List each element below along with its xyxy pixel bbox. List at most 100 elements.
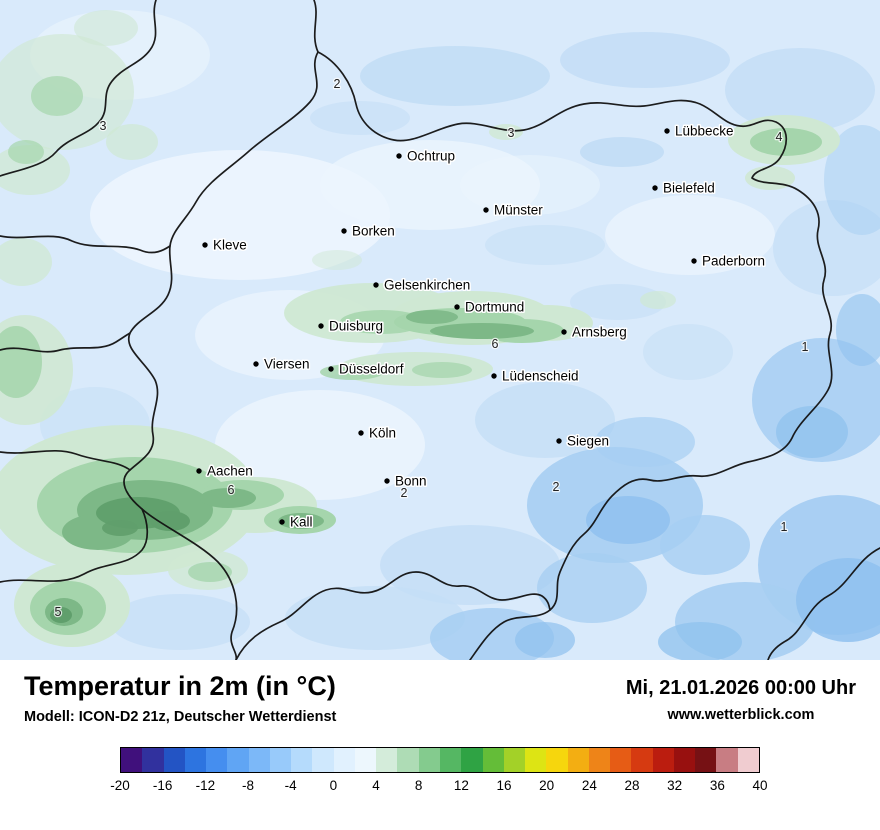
city-marker: Aachen	[196, 462, 254, 480]
legend-tick-label: 16	[496, 777, 512, 793]
city-marker: Gelsenkirchen	[373, 276, 472, 294]
city-label: Bonn	[395, 474, 427, 489]
legend-tick-label: 8	[414, 777, 423, 793]
legend-tick-label: 36	[709, 777, 725, 793]
legend-tick-label: -12	[195, 777, 216, 793]
city-label: Viersen	[264, 357, 310, 372]
city-and-value-layer: Ochtrup Lübbecke Bielefeld Münster Borken Kle…	[53, 76, 810, 621]
legend-color-swatch	[673, 747, 696, 772]
legend-color-swatch	[567, 747, 589, 772]
legend-color-swatch	[248, 747, 270, 772]
forecast-datetime: Mi, 21.01.2026 00:00 Uhr	[625, 677, 856, 699]
legend-color-swatch	[418, 747, 440, 772]
city-marker: Lüdenscheid	[491, 367, 580, 385]
city-dot	[664, 128, 670, 134]
legend-color-swatch	[588, 747, 611, 772]
city-dot	[253, 361, 259, 367]
temperature-value-label: 3	[508, 126, 515, 140]
legend-color-swatch	[439, 747, 462, 772]
city-marker: Münster	[483, 201, 545, 219]
legend-color-swatch	[291, 747, 313, 772]
legend-color-swatch	[227, 747, 249, 772]
map-darkest-green-areas	[50, 497, 190, 623]
temperature-value-label: 5	[55, 605, 62, 619]
city-marker: Kall	[279, 513, 314, 531]
legend-color-swatch	[206, 747, 228, 772]
city-label: Aachen	[207, 464, 253, 479]
legend-color-swatch	[525, 747, 547, 772]
temperature-value-label: 2	[334, 77, 341, 91]
city-marker: Dortmund	[454, 298, 526, 316]
temperature-value-label: 6	[228, 483, 235, 497]
border-line-southwest	[0, 508, 149, 583]
legend-color-swatch	[546, 747, 568, 772]
website-url: www.wetterblick.com	[667, 707, 815, 723]
border-line-south	[235, 571, 551, 660]
city-label: Duisburg	[329, 319, 383, 334]
legend-color-swatch	[184, 747, 207, 772]
legend-color-swatch	[737, 747, 759, 772]
legend-tick-label: 40	[752, 777, 768, 793]
map-canvas: Ochtrup Lübbecke Bielefeld Münster Borken Kle…	[0, 0, 880, 660]
legend-tick-label: -4	[284, 777, 297, 793]
city-dot	[561, 329, 567, 335]
temperature-value-label: 1	[781, 520, 788, 534]
city-label: Düsseldorf	[339, 362, 404, 377]
city-label: Köln	[369, 426, 396, 441]
legend-color-swatch	[482, 747, 504, 772]
legend-color-swatch	[716, 747, 738, 772]
city-dot	[358, 430, 364, 436]
map-mid-blue-areas	[40, 32, 880, 650]
city-marker: Düsseldorf	[328, 360, 405, 378]
temperature-value-label: 2	[553, 480, 560, 494]
city-marker: Paderborn	[691, 252, 767, 270]
city-dot	[196, 468, 202, 474]
city-marker: Viersen	[253, 355, 311, 373]
legend-color-swatch	[312, 747, 334, 772]
city-label: Arnsberg	[572, 325, 627, 340]
city-marker: Arnsberg	[561, 323, 628, 341]
city-dot	[318, 323, 324, 329]
legend-tick-label: 24	[581, 777, 597, 793]
city-dot	[373, 282, 379, 288]
legend-color-swatch	[269, 747, 292, 772]
city-marker: Köln	[358, 424, 398, 442]
legend-color-swatch	[354, 747, 377, 772]
legend-color-swatch	[461, 747, 483, 772]
date-block: Mi, 21.01.2026 00:00 Uhr www.wetterblick…	[626, 672, 856, 723]
city-dot	[202, 242, 208, 248]
legend-tick-label: 0	[329, 777, 338, 793]
legend-tick-label: 20	[539, 777, 555, 793]
border-line-left-middle	[0, 332, 131, 353]
city-dot	[691, 258, 697, 264]
border-line-left-upper	[0, 235, 171, 254]
city-marker: Ochtrup	[396, 147, 457, 165]
legend-color-swatch	[163, 747, 185, 772]
temperature-value-label: 2	[401, 486, 408, 500]
border-line-northwest	[0, 0, 157, 177]
city-label: Ochtrup	[407, 149, 455, 164]
city-label: Siegen	[567, 434, 609, 449]
legend-color-swatch	[610, 747, 632, 772]
border-line-left-lower	[0, 449, 131, 471]
legend-tick-label: 32	[667, 777, 683, 793]
city-label: Gelsenkirchen	[384, 278, 470, 293]
city-dot	[491, 373, 497, 379]
temperature-legend: -20 -16 -12 -8 -4 0 4 8 12 16 20 24 28 32 36 40	[110, 746, 768, 798]
legend-color-swatch	[503, 747, 526, 772]
footer-text-row: Temperatur in 2m (in °C) Modell: ICON-D2…	[24, 671, 856, 724]
legend-color-swatch	[333, 747, 355, 772]
city-dot	[328, 366, 334, 372]
city-dot	[341, 228, 347, 234]
city-label: Paderborn	[702, 254, 765, 269]
city-marker: Borken	[341, 222, 396, 240]
legend-tick-label: 4	[372, 777, 380, 793]
legend-color-swatch	[652, 747, 674, 772]
legend-color-swatch	[121, 747, 143, 772]
city-label: Dortmund	[465, 300, 524, 315]
city-dot	[556, 438, 562, 444]
city-marker: Lübbecke	[664, 122, 735, 140]
border-lines	[0, 0, 880, 660]
city-label: Kleve	[213, 238, 247, 253]
city-label: Bielefeld	[663, 181, 715, 196]
